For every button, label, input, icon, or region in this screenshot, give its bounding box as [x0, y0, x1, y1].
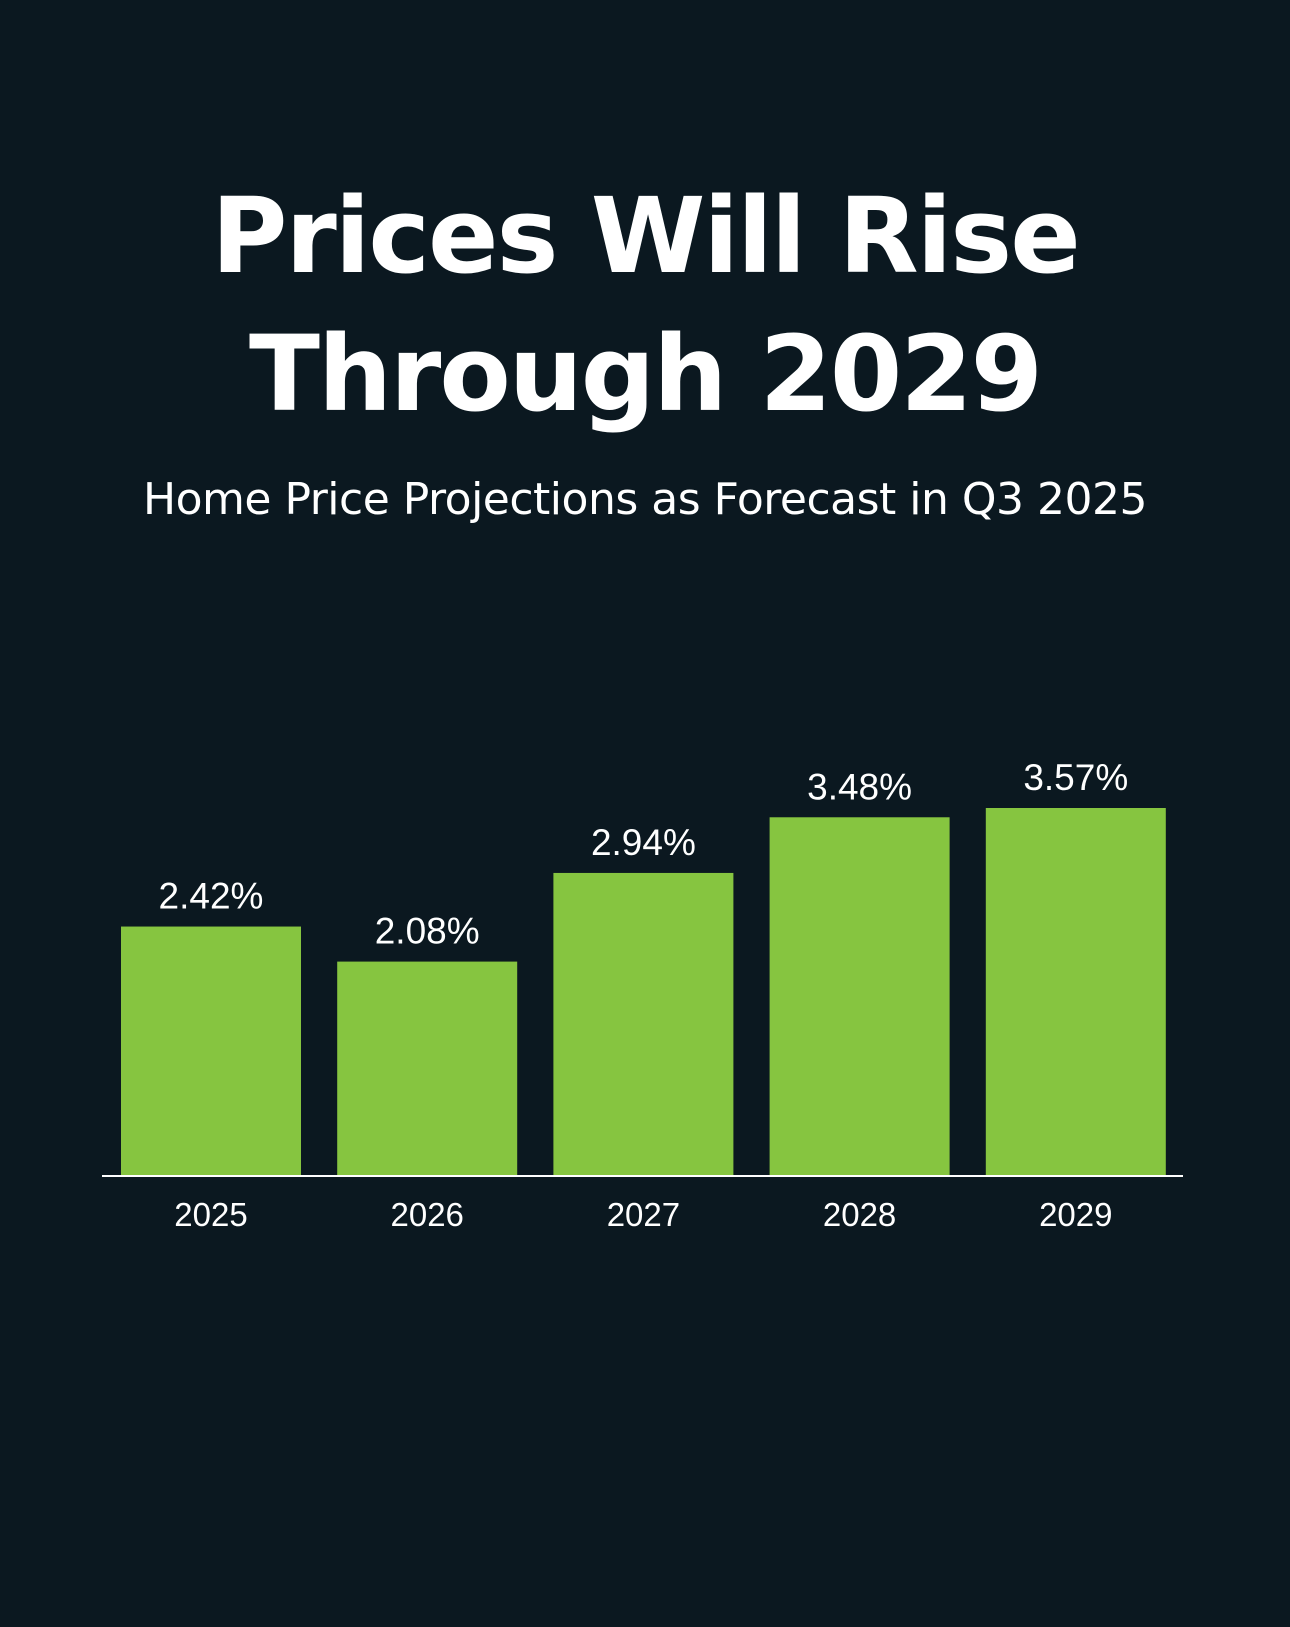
x-tick-labels-group: 2025 2026 2027 2028 2029: [174, 1196, 1112, 1233]
x-tick-label-2025: 2025: [174, 1196, 247, 1233]
x-tick-label-2027: 2027: [607, 1196, 680, 1233]
x-tick-label-2029: 2029: [1039, 1196, 1112, 1233]
bar-2026: [337, 961, 518, 1176]
bars-group: [121, 808, 1166, 1176]
value-label-2025: 2.42%: [159, 876, 264, 917]
x-tick-label-2026: 2026: [390, 1196, 463, 1233]
chart-subtitle: Home Price Projections as Forecast in Q3…: [143, 474, 1147, 525]
bar-2029: [985, 808, 1166, 1176]
bar-2027: [553, 872, 734, 1176]
x-tick-label-2028: 2028: [823, 1196, 896, 1233]
title-line-2: Through 2029: [249, 313, 1043, 435]
bar-2025: [121, 926, 301, 1176]
bar-2028: [769, 817, 950, 1176]
value-label-2028: 3.48%: [807, 766, 912, 807]
value-label-2027: 2.94%: [591, 822, 696, 863]
title-line-1: Prices Will Rise: [211, 175, 1081, 297]
value-label-2026: 2.08%: [375, 911, 480, 952]
value-label-2029: 3.57%: [1023, 757, 1128, 798]
value-labels-group: 2.42% 2.08% 2.94% 3.48% 3.57%: [159, 757, 1129, 952]
